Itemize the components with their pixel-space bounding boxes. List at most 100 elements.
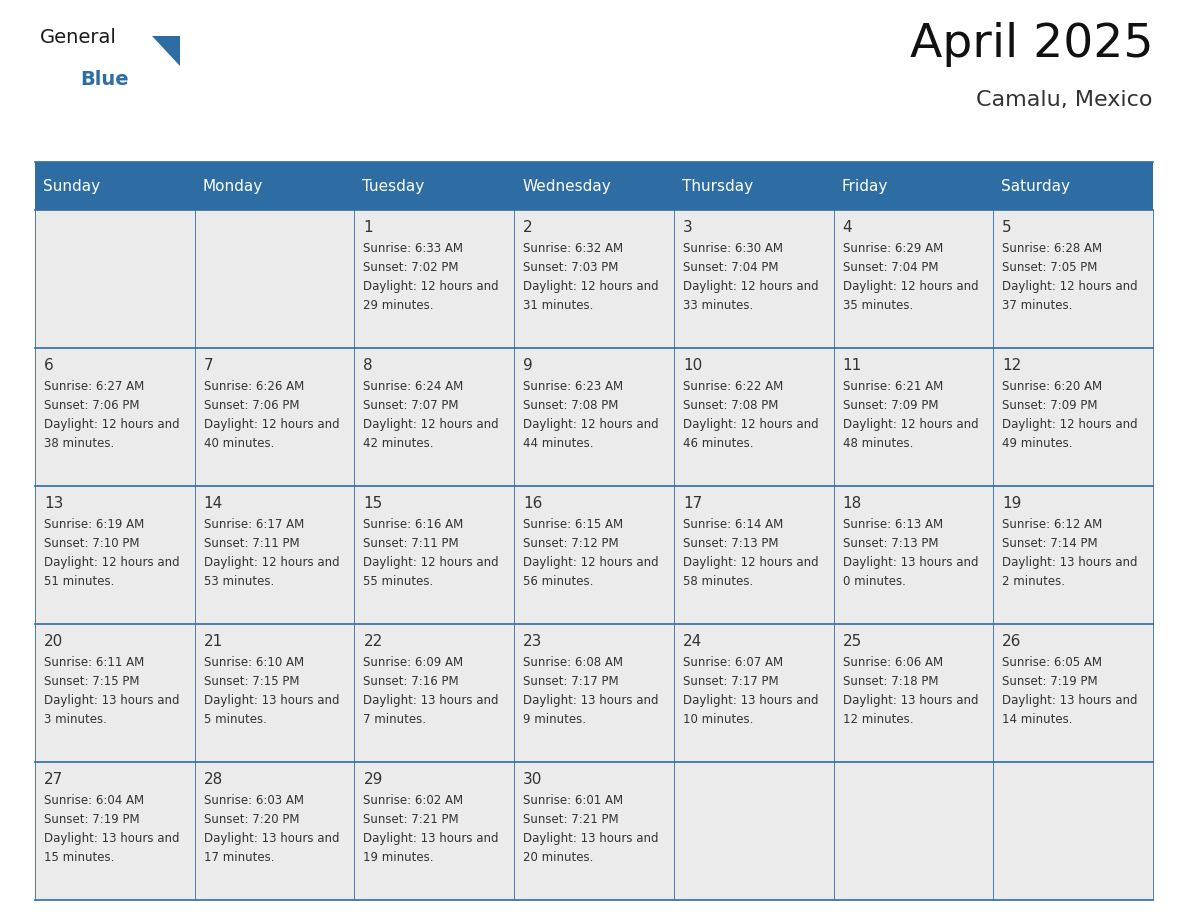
- Text: 46 minutes.: 46 minutes.: [683, 437, 753, 450]
- Text: 9: 9: [523, 358, 533, 373]
- Text: Sunrise: 6:28 AM: Sunrise: 6:28 AM: [1003, 242, 1102, 255]
- Text: Sunrise: 6:13 AM: Sunrise: 6:13 AM: [842, 518, 943, 531]
- Text: Daylight: 13 hours and: Daylight: 13 hours and: [203, 832, 340, 845]
- Bar: [354, 624, 514, 762]
- Text: 28: 28: [203, 772, 223, 787]
- Text: 5 minutes.: 5 minutes.: [203, 713, 266, 726]
- Text: Sunrise: 6:01 AM: Sunrise: 6:01 AM: [523, 794, 624, 807]
- Bar: [195, 486, 354, 624]
- Text: Daylight: 13 hours and: Daylight: 13 hours and: [523, 832, 658, 845]
- Text: Daylight: 12 hours and: Daylight: 12 hours and: [203, 556, 340, 569]
- Text: 24: 24: [683, 634, 702, 649]
- Text: Sunrise: 6:07 AM: Sunrise: 6:07 AM: [683, 656, 783, 669]
- Text: Wednesday: Wednesday: [523, 178, 611, 194]
- Text: 23: 23: [523, 634, 543, 649]
- Text: 7: 7: [203, 358, 214, 373]
- Text: 11: 11: [842, 358, 861, 373]
- Text: Sunset: 7:19 PM: Sunset: 7:19 PM: [1003, 675, 1098, 688]
- Text: Daylight: 12 hours and: Daylight: 12 hours and: [683, 418, 819, 431]
- Text: Daylight: 12 hours and: Daylight: 12 hours and: [683, 280, 819, 293]
- Text: 22: 22: [364, 634, 383, 649]
- Bar: [993, 348, 1154, 486]
- Text: 2: 2: [523, 220, 532, 235]
- Text: 10: 10: [683, 358, 702, 373]
- Text: 29 minutes.: 29 minutes.: [364, 299, 434, 312]
- Text: Sunset: 7:11 PM: Sunset: 7:11 PM: [203, 537, 299, 550]
- Text: Daylight: 13 hours and: Daylight: 13 hours and: [842, 556, 978, 569]
- Text: Sunrise: 6:22 AM: Sunrise: 6:22 AM: [683, 380, 783, 393]
- Text: Sunset: 7:15 PM: Sunset: 7:15 PM: [44, 675, 139, 688]
- Text: Daylight: 12 hours and: Daylight: 12 hours and: [364, 418, 499, 431]
- Text: Daylight: 13 hours and: Daylight: 13 hours and: [44, 694, 179, 707]
- Text: 19 minutes.: 19 minutes.: [364, 851, 434, 864]
- Bar: [834, 762, 993, 900]
- Text: 25: 25: [842, 634, 861, 649]
- Bar: [195, 624, 354, 762]
- Text: 9 minutes.: 9 minutes.: [523, 713, 586, 726]
- Bar: [993, 624, 1154, 762]
- Bar: [514, 486, 674, 624]
- Text: Sunset: 7:05 PM: Sunset: 7:05 PM: [1003, 261, 1098, 274]
- Text: Daylight: 12 hours and: Daylight: 12 hours and: [523, 280, 659, 293]
- Text: Daylight: 12 hours and: Daylight: 12 hours and: [364, 280, 499, 293]
- Bar: [993, 210, 1154, 348]
- Text: Monday: Monday: [203, 178, 263, 194]
- Text: Daylight: 12 hours and: Daylight: 12 hours and: [523, 556, 659, 569]
- Text: 37 minutes.: 37 minutes.: [1003, 299, 1073, 312]
- Text: 5: 5: [1003, 220, 1012, 235]
- Text: Sunset: 7:14 PM: Sunset: 7:14 PM: [1003, 537, 1098, 550]
- Text: 3: 3: [683, 220, 693, 235]
- Bar: [674, 486, 834, 624]
- Bar: [354, 348, 514, 486]
- Text: 40 minutes.: 40 minutes.: [203, 437, 274, 450]
- Text: Sunrise: 6:09 AM: Sunrise: 6:09 AM: [364, 656, 463, 669]
- Text: Sunset: 7:18 PM: Sunset: 7:18 PM: [842, 675, 939, 688]
- Text: Sunset: 7:06 PM: Sunset: 7:06 PM: [44, 399, 139, 412]
- Bar: [195, 210, 354, 348]
- Text: Sunrise: 6:32 AM: Sunrise: 6:32 AM: [523, 242, 624, 255]
- Text: 44 minutes.: 44 minutes.: [523, 437, 594, 450]
- Text: Sunset: 7:06 PM: Sunset: 7:06 PM: [203, 399, 299, 412]
- Text: 3 minutes.: 3 minutes.: [44, 713, 107, 726]
- Bar: [993, 762, 1154, 900]
- Bar: [34, 162, 1154, 210]
- Bar: [34, 348, 195, 486]
- Text: Sunset: 7:09 PM: Sunset: 7:09 PM: [1003, 399, 1098, 412]
- Text: 15 minutes.: 15 minutes.: [44, 851, 114, 864]
- Text: Daylight: 13 hours and: Daylight: 13 hours and: [364, 694, 499, 707]
- Text: 12 minutes.: 12 minutes.: [842, 713, 914, 726]
- Text: Sunset: 7:16 PM: Sunset: 7:16 PM: [364, 675, 459, 688]
- Text: 29: 29: [364, 772, 383, 787]
- Text: 14: 14: [203, 496, 223, 511]
- Text: Sunrise: 6:20 AM: Sunrise: 6:20 AM: [1003, 380, 1102, 393]
- Text: Sunrise: 6:21 AM: Sunrise: 6:21 AM: [842, 380, 943, 393]
- Bar: [195, 348, 354, 486]
- Text: Sunrise: 6:08 AM: Sunrise: 6:08 AM: [523, 656, 624, 669]
- Text: Sunset: 7:04 PM: Sunset: 7:04 PM: [842, 261, 939, 274]
- Bar: [514, 210, 674, 348]
- Text: Sunrise: 6:06 AM: Sunrise: 6:06 AM: [842, 656, 943, 669]
- Bar: [834, 210, 993, 348]
- Text: 13: 13: [44, 496, 63, 511]
- Text: Blue: Blue: [80, 70, 128, 89]
- Text: 4: 4: [842, 220, 852, 235]
- Text: Sunrise: 6:04 AM: Sunrise: 6:04 AM: [44, 794, 144, 807]
- Text: Daylight: 13 hours and: Daylight: 13 hours and: [842, 694, 978, 707]
- Bar: [34, 210, 195, 348]
- Bar: [834, 624, 993, 762]
- Text: General: General: [40, 28, 116, 47]
- Text: 7 minutes.: 7 minutes.: [364, 713, 426, 726]
- Text: Sunrise: 6:05 AM: Sunrise: 6:05 AM: [1003, 656, 1102, 669]
- Text: Sunrise: 6:26 AM: Sunrise: 6:26 AM: [203, 380, 304, 393]
- Text: Saturday: Saturday: [1001, 178, 1070, 194]
- Text: Sunrise: 6:02 AM: Sunrise: 6:02 AM: [364, 794, 463, 807]
- Text: 51 minutes.: 51 minutes.: [44, 575, 114, 588]
- Text: Sunrise: 6:17 AM: Sunrise: 6:17 AM: [203, 518, 304, 531]
- Text: Daylight: 13 hours and: Daylight: 13 hours and: [44, 832, 179, 845]
- Bar: [674, 210, 834, 348]
- Text: Sunrise: 6:10 AM: Sunrise: 6:10 AM: [203, 656, 304, 669]
- Polygon shape: [152, 36, 181, 66]
- Text: Sunrise: 6:16 AM: Sunrise: 6:16 AM: [364, 518, 463, 531]
- Text: 8: 8: [364, 358, 373, 373]
- Text: Daylight: 12 hours and: Daylight: 12 hours and: [842, 280, 978, 293]
